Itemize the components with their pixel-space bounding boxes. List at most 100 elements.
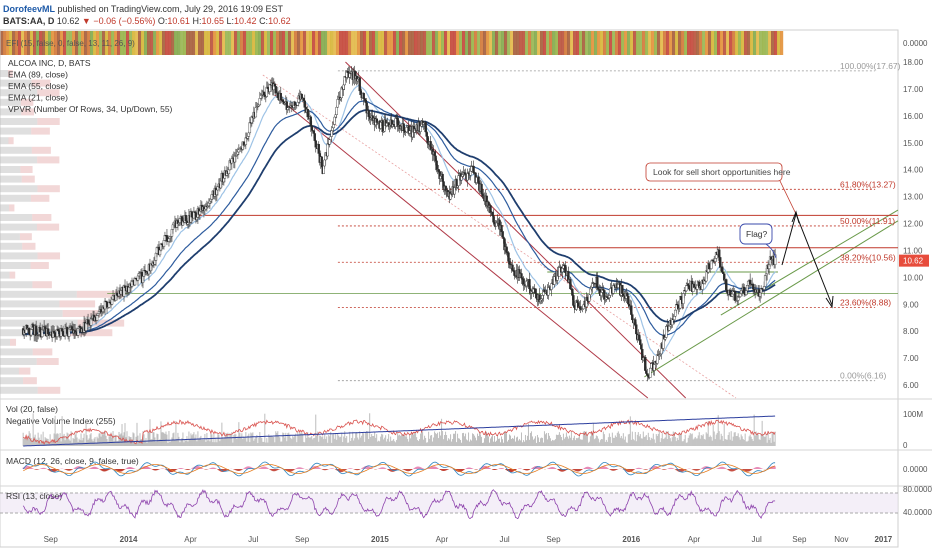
publish-info: published on TradingView.com, July 29, 2… xyxy=(57,4,284,14)
efi-strip-cell xyxy=(351,31,355,55)
vpvr-bar-down xyxy=(37,89,60,97)
candle-body xyxy=(335,106,338,115)
vpvr-bar-down xyxy=(21,175,35,183)
vpvr-bar-up xyxy=(0,300,60,308)
price-tick-label: 8.00 xyxy=(903,327,919,336)
candle-body xyxy=(29,329,33,336)
efi-strip-cell xyxy=(513,31,517,55)
efi-strip-cell xyxy=(528,31,532,55)
efi-strip-cell xyxy=(342,31,346,55)
sell-note-pointer xyxy=(779,180,797,215)
candle-body xyxy=(762,286,766,290)
efi-strip-cell xyxy=(771,31,775,55)
efi-strip-cell xyxy=(252,31,256,55)
efi-strip-cell xyxy=(777,31,781,55)
projection-arrow xyxy=(781,212,833,306)
efi-strip-cell xyxy=(435,31,439,55)
efi-strip-cell xyxy=(402,31,406,55)
efi-strip-cell xyxy=(543,31,547,55)
legend-entry: EMA (55, close) xyxy=(8,81,68,91)
nvi-label: Negative Volume Index (255) xyxy=(6,416,116,426)
efi-strip-cell xyxy=(36,31,40,55)
efi-strip-cell xyxy=(552,31,556,55)
efi-strip-cell xyxy=(9,31,13,55)
candle-body xyxy=(596,277,599,288)
efi-strip-cell xyxy=(48,31,52,55)
vpvr-bar-up xyxy=(0,214,33,221)
vpvr-bar-up xyxy=(0,175,22,183)
candle-body xyxy=(751,284,755,290)
annotations: ALCOA INC, D, BATS EMA (89, close)EMA (55… xyxy=(8,58,929,309)
vpvr-bar-up xyxy=(0,204,10,212)
efi-strip-cell xyxy=(396,31,400,55)
efi-strip-cell xyxy=(60,31,64,55)
vpvr-bar-down xyxy=(36,223,60,231)
efi-strip-cell xyxy=(291,31,295,55)
time-tick-label: Jul xyxy=(752,535,762,544)
efi-strip-cell xyxy=(462,31,466,55)
efi-strip-cell xyxy=(393,31,397,55)
nvi-line xyxy=(23,415,776,447)
efi-strip-cell xyxy=(504,31,508,55)
efi-strip-cell xyxy=(477,31,481,55)
efi-strip-cell xyxy=(381,31,385,55)
efi-strip-cell xyxy=(51,31,55,55)
candle-body xyxy=(162,240,166,247)
efi-strip-cell xyxy=(336,31,340,55)
vpvr-bar-down xyxy=(8,70,13,77)
time-tick-label: Sep xyxy=(546,535,561,544)
efi-strip-cell xyxy=(279,31,283,55)
efi-strip-cell xyxy=(126,31,130,55)
author-link[interactable]: DorofeevML xyxy=(3,4,56,14)
efi-strip-cell xyxy=(270,31,274,55)
efi-strip-cell xyxy=(672,31,676,55)
vpvr-bar-up xyxy=(0,118,38,125)
efi-strip-cell xyxy=(564,31,568,55)
candle-body xyxy=(405,126,408,133)
efi-strip-cell xyxy=(162,31,166,55)
efi-strip-cell xyxy=(726,31,730,55)
efi-strip-cell xyxy=(324,31,328,55)
efi-strip-cell xyxy=(387,31,391,55)
symbol-label[interactable]: BATS:AA, D xyxy=(3,16,55,26)
efi-strip-cell xyxy=(120,31,124,55)
efi-strip-cell xyxy=(711,31,715,55)
efi-strip-cell xyxy=(249,31,253,55)
efi-strip-cell xyxy=(87,31,91,55)
candle-body xyxy=(320,156,323,168)
efi-strip-cell xyxy=(147,31,151,55)
last-price-badge xyxy=(899,254,929,267)
efi-strip-cell xyxy=(96,31,100,55)
efi-strip-cell xyxy=(555,31,559,55)
efi-strip-cell xyxy=(66,31,70,55)
macd-pane: MACD (12, 26, close, 9, false, true) 0.00… xyxy=(6,456,928,477)
efi-strip-cell xyxy=(246,31,250,55)
efi-strip-cell xyxy=(315,31,319,55)
efi-strip-cell xyxy=(651,31,655,55)
vpvr-bar-up xyxy=(0,262,31,269)
efi-strip-cell xyxy=(474,31,478,55)
efi-strip-cell xyxy=(165,31,169,55)
arrow-head-up-icon xyxy=(791,210,800,224)
efi-strip-cell xyxy=(606,31,610,55)
price-axis[interactable]: 18.00 17.00 16.00 15.00 14.00 13.00 12.00 11.00… xyxy=(903,58,924,390)
efi-strip-cell xyxy=(576,31,580,55)
efi-strip-cell xyxy=(222,31,226,55)
efi-strip-cell xyxy=(531,31,535,55)
candle-body xyxy=(237,149,241,153)
efi-strip-cell xyxy=(618,31,622,55)
price-tick-label: 10.00 xyxy=(903,273,924,282)
efi-strip-cell xyxy=(729,31,733,55)
vpvr-bar-up xyxy=(0,233,20,241)
time-tick-label: Apr xyxy=(184,535,197,544)
efi-strip-cell xyxy=(159,31,163,55)
flag-note-box xyxy=(739,223,773,245)
efi-strip-cell xyxy=(759,31,763,55)
efi-strip-cell xyxy=(642,31,646,55)
time-axis[interactable]: Sep 2014 Apr Jul Sep 2015 Apr Jul Sep 2016 Apr Jul S… xyxy=(44,535,893,544)
efi-strip-cell xyxy=(207,31,211,55)
vpvr-bar-down xyxy=(59,300,96,308)
efi-strip-cell xyxy=(714,31,718,55)
vpvr-bar-up xyxy=(0,194,31,202)
